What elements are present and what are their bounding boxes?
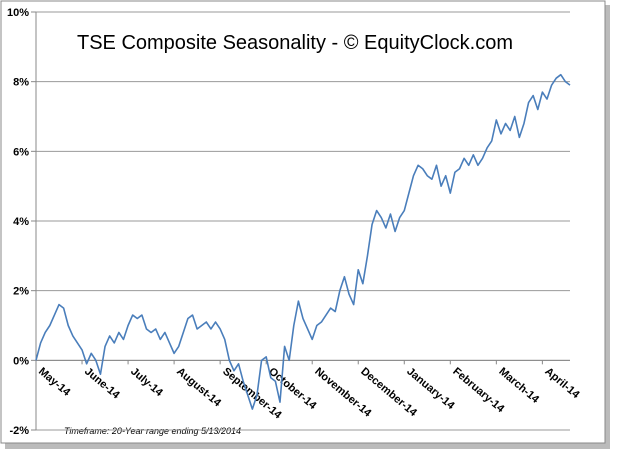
y-tick-label: -2%	[9, 425, 29, 437]
footnote: Timeframe: 20-Year range ending 5/13/201…	[64, 426, 241, 436]
y-tick-label: 4%	[13, 216, 29, 228]
y-tick-label: 2%	[13, 286, 29, 298]
y-tick-label: 6%	[13, 146, 29, 158]
line-series	[35, 73, 571, 410]
y-tick-label: 10%	[7, 7, 29, 19]
y-tick-label: 0%	[13, 355, 29, 367]
y-tick-label: 8%	[13, 77, 29, 89]
chart-title: TSE Composite Seasonality - © EquityCloc…	[77, 32, 513, 54]
